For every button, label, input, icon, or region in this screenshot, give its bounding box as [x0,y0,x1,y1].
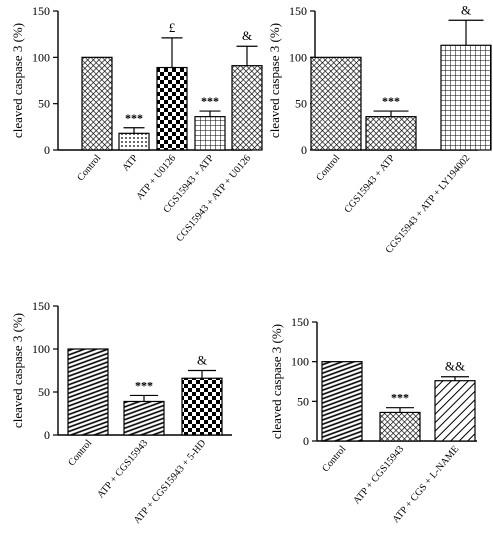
significance-label: & [197,353,207,368]
bar [67,348,109,436]
significance-label: *** [135,378,153,392]
y-tick-label: 50 [297,394,309,408]
bar [434,380,476,442]
x-tick-label: ATP + CGS15943 [95,438,150,501]
x-tick-label: Control [66,438,94,469]
x-tick-label: CGS15943 + ATP [342,153,397,216]
chart-panel-c: 0 50 100 150 cleaved caspase 3 (%) Control ***… [10,299,232,526]
y-axis-label: cleaved caspase 3 (%) [10,23,25,138]
x-tick-label: CGS15943 + ATP + U0126 [174,153,253,244]
y-tick-label: 0 [301,143,307,157]
y-tick-label: 100 [289,50,307,64]
bar [81,56,113,151]
y-tick-label: 50 [295,97,307,111]
chart-panel-a: 0 50 100 150 cleaved caspase 3 (%) Control ***… [10,4,263,244]
significance-label: *** [391,391,409,405]
bar [123,400,165,436]
y-axis-label: cleaved caspase 3 (%) [269,324,284,439]
bar [321,361,363,442]
significance-label: *** [201,94,219,108]
y-tick-label: 0 [303,434,309,448]
x-tick-label: Control [75,153,103,184]
x-tick-label: Control [314,153,342,184]
y-tick-label: 100 [32,50,50,64]
y-tick-label: 150 [32,299,50,313]
chart-panel-b: 0 50 100 150 cleaved caspase 3 (%) Control ***… [267,2,492,256]
significance-label: & [242,28,252,43]
y-tick-label: 150 [291,315,309,329]
y-tick-label: 50 [38,385,50,399]
y-axis-label: cleaved caspase 3 (%) [267,23,282,138]
y-tick-label: 100 [291,355,309,369]
y-tick-label: 50 [38,97,50,111]
bar [440,44,492,151]
y-tick-label: 0 [44,428,50,442]
x-tick-label: CGS15943 + ATP + LY194002 [384,153,473,256]
x-tick-label: ATP + CGS15943 [351,444,406,507]
chart-panel-d: 0 50 100 150 cleaved caspase 3 (%) Control ***… [269,315,477,525]
significance-label: *** [382,94,400,108]
bar [194,116,226,151]
y-axis-label: cleaved caspase 3 (%) [10,313,25,428]
bar [231,65,263,151]
bar [156,66,188,151]
significance-label: *** [125,111,143,125]
bar [310,56,362,151]
y-tick-label: 150 [289,4,307,18]
bar [181,377,223,436]
y-tick-label: 100 [32,342,50,356]
bar [379,411,421,442]
y-tick-label: 0 [44,143,50,157]
x-tick-label: ATP [120,153,140,174]
y-tick-label: 150 [32,4,50,18]
significance-label: && [445,359,465,374]
significance-label: & [461,2,471,17]
significance-label: £ [169,20,176,35]
bar [365,116,417,151]
bar [118,132,150,151]
x-tick-label: Control [320,444,348,475]
